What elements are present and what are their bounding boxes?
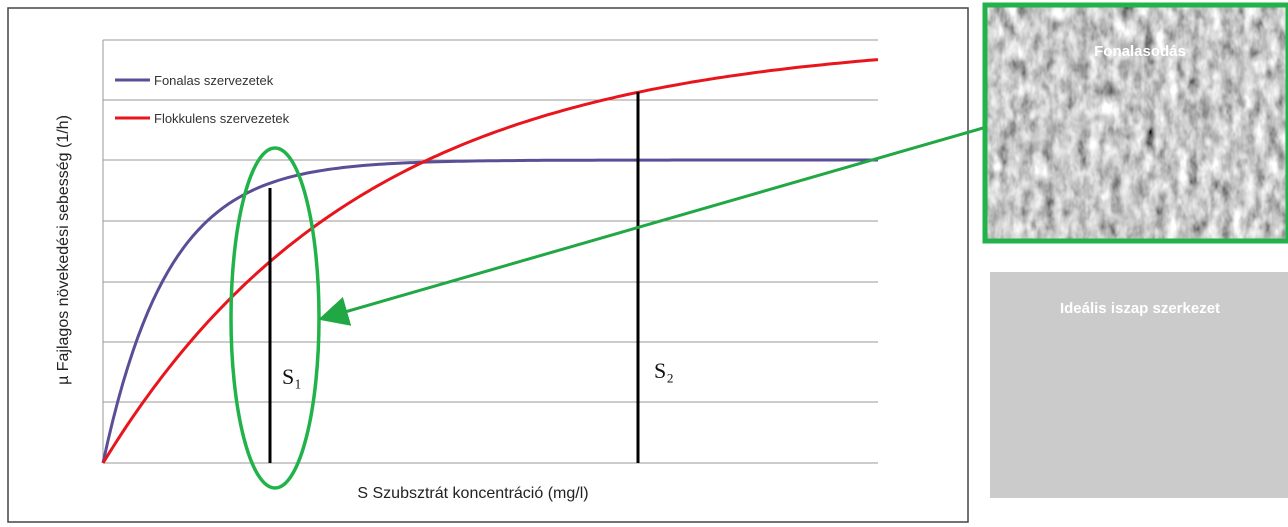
legend-label: Fonalas szervezetek — [154, 73, 274, 88]
x-axis-label: S Szubsztrát koncentráció (mg/l) — [357, 485, 588, 502]
legend-label: Flokkulens szervezetek — [154, 111, 290, 126]
diagram: Fonalas szervezetek Flokkulens szervezet… — [0, 0, 1288, 527]
chart-frame — [8, 8, 968, 522]
photo-label: Fonalasodás — [1094, 43, 1186, 60]
marker-label: S₁ — [282, 364, 302, 389]
page: {"diagram": {"y_axis_label": "µ Fajlagos… — [0, 0, 1288, 527]
marker-label: S₂ — [654, 358, 674, 383]
y-axis-label: µ Fajlagos növekedési sebesség (1/h) — [55, 115, 72, 385]
photo — [985, 5, 1288, 241]
photo-label: Ideális iszap szerkezet — [1060, 300, 1220, 317]
